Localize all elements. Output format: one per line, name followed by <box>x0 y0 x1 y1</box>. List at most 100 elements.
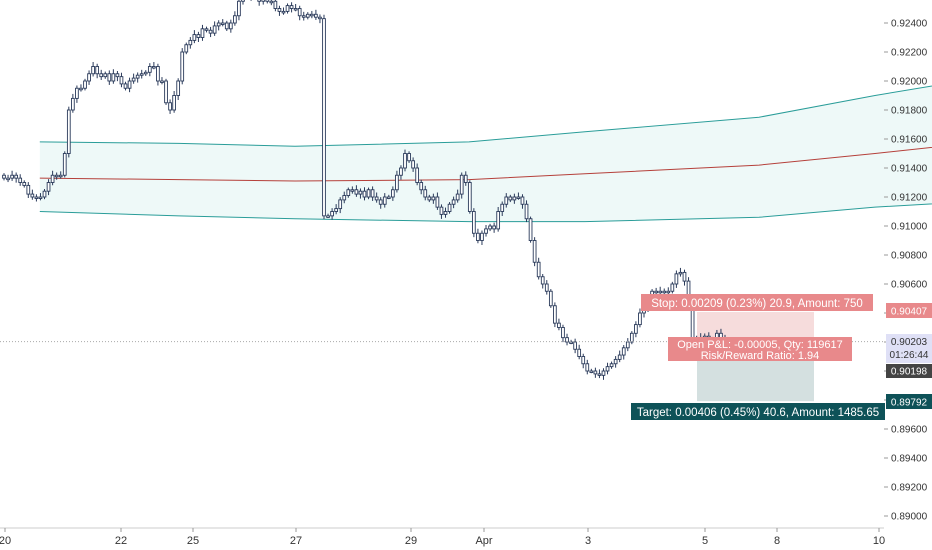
candle <box>585 359 590 375</box>
candle-body <box>362 190 367 198</box>
candle <box>427 194 432 203</box>
candle <box>605 362 610 375</box>
candle <box>472 208 476 238</box>
candle-body <box>10 174 14 179</box>
target-label[interactable]: Target: 0.00406 (0.45%) 40.6, Amount: 14… <box>631 403 885 420</box>
candle-body <box>512 196 517 201</box>
candle-body <box>472 211 476 234</box>
candle-body <box>42 190 47 198</box>
candle-body <box>309 13 314 17</box>
candle-body <box>540 276 545 285</box>
candle <box>10 170 14 181</box>
candle-body <box>370 189 375 198</box>
x-tick-label: 10 <box>873 535 885 547</box>
x-tick-label: 27 <box>290 535 302 547</box>
candle <box>79 84 83 92</box>
target-price-text: 0.89792 <box>891 398 928 409</box>
candle-body <box>561 327 565 339</box>
candle <box>301 11 306 21</box>
candle-body <box>99 73 104 78</box>
candle <box>658 286 663 295</box>
candle <box>103 71 108 79</box>
candle-body <box>26 184 31 195</box>
candle-body <box>447 203 452 212</box>
candle <box>111 69 116 84</box>
candle <box>273 0 278 12</box>
candle-body <box>228 22 233 30</box>
candle-body <box>520 196 525 205</box>
candle <box>309 10 314 19</box>
candle-body <box>265 0 270 2</box>
candle <box>107 70 112 85</box>
candle <box>135 72 140 83</box>
x-tick-label: 8 <box>774 535 780 547</box>
candle-body <box>305 13 310 18</box>
candle-body <box>115 73 120 78</box>
y-tick-label: 0.92400 <box>891 19 928 30</box>
candle-body <box>208 29 213 34</box>
candle-body <box>488 225 492 230</box>
candle <box>516 192 521 200</box>
candle-body <box>18 177 23 183</box>
candle-body <box>71 97 75 111</box>
x-axis[interactable]: 20 22 25 27 29 Apr 3 5 8 10 <box>0 528 885 547</box>
candle-body <box>500 203 505 212</box>
candle <box>508 194 513 203</box>
candle-body <box>638 312 642 326</box>
candle-body <box>411 160 415 169</box>
candle-body <box>662 290 667 294</box>
candle-body <box>46 182 51 192</box>
candle-body <box>455 193 460 201</box>
candle-body <box>322 18 326 217</box>
stop-label[interactable]: Stop: 0.00209 (0.23%) 20.9, Amount: 750 <box>641 294 873 311</box>
candle <box>548 289 553 308</box>
candle-body <box>492 225 496 230</box>
candle-body <box>613 358 618 365</box>
candle <box>609 361 614 369</box>
candle <box>322 14 326 220</box>
candle <box>480 230 484 245</box>
candle-body <box>427 196 432 201</box>
candle-body <box>237 0 241 17</box>
candle <box>172 91 176 113</box>
candle <box>269 0 274 6</box>
candle <box>75 85 79 103</box>
candle <box>540 273 545 289</box>
candle-body <box>366 189 371 198</box>
open-pnl-label[interactable]: Open P&L: -0.00005, Qty: 119617 Risk/Rew… <box>668 337 852 362</box>
candle-body <box>589 370 594 373</box>
candle <box>354 185 359 197</box>
candle <box>532 237 537 267</box>
candle-body <box>463 174 468 183</box>
candle <box>496 207 501 232</box>
x-tick-label: 5 <box>702 535 708 547</box>
candle-body <box>601 370 606 376</box>
candle-body <box>459 174 464 195</box>
candle <box>26 182 31 199</box>
candle-body <box>553 305 557 324</box>
candle-body <box>273 0 278 9</box>
candle <box>447 202 452 214</box>
candle <box>577 344 582 360</box>
candle <box>423 185 428 201</box>
candle-body <box>528 218 533 241</box>
candle-body <box>58 174 63 178</box>
candle-body <box>338 199 343 210</box>
candle-body <box>621 347 626 356</box>
candle <box>127 77 132 93</box>
candle-body <box>188 39 193 46</box>
candle-body <box>407 153 411 162</box>
candle-body <box>233 15 237 24</box>
candle <box>314 9 318 20</box>
candle <box>54 172 59 180</box>
band-middle-line <box>39 146 932 182</box>
candle <box>184 42 189 55</box>
candle <box>399 165 403 180</box>
candle <box>257 0 262 6</box>
candle-body <box>216 22 221 27</box>
candle-body <box>241 0 245 2</box>
candle <box>415 163 420 186</box>
candle <box>237 0 241 21</box>
candle <box>42 189 47 200</box>
candle <box>419 179 424 195</box>
